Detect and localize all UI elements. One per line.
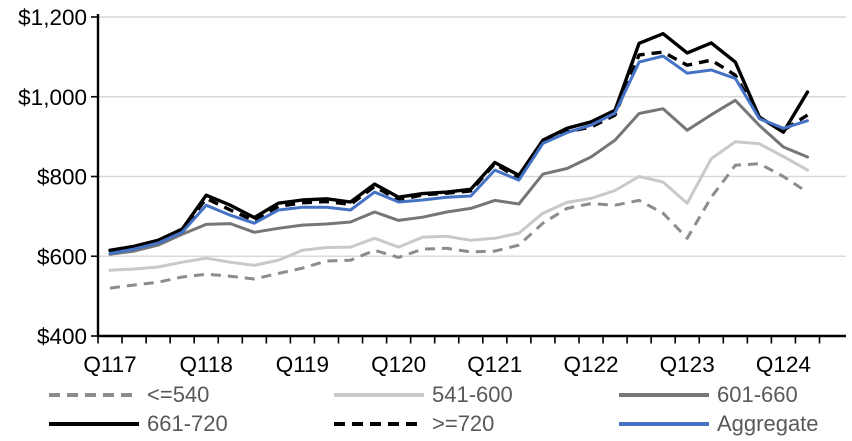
legend-swatch-aggregate	[619, 422, 709, 426]
legend-label: >=720	[432, 411, 495, 436]
legend-item-ge-720: >=720	[333, 411, 494, 437]
legend-swatch-ge-720	[334, 422, 424, 426]
legend-swatch-601-660	[619, 393, 709, 397]
legend-swatch-le-540	[49, 393, 139, 397]
y-axis-label: $600	[37, 244, 87, 269]
legend-swatch-661-720	[49, 422, 139, 426]
y-axis-label: $1,200	[18, 5, 87, 30]
x-axis-label: Q118	[180, 352, 233, 377]
legend-label: 661-720	[147, 411, 228, 436]
y-axis-label: $800	[37, 165, 87, 190]
legend-item-aggregate: Aggregate	[618, 411, 819, 437]
series-line-ge-720	[109, 50, 809, 254]
legend-item-le-540: <=540	[48, 382, 209, 408]
x-axis-label: Q123	[660, 352, 715, 377]
y-axis-label: $400	[37, 324, 87, 349]
legend-swatch-541-600	[334, 393, 424, 397]
x-axis-label: Q120	[371, 352, 426, 377]
legend-item-661-720: 661-720	[48, 411, 228, 437]
legend-item-541-600: 541-600	[333, 382, 513, 408]
x-axis-label: Q117	[83, 352, 136, 377]
x-axis-label: Q121	[467, 352, 522, 377]
series-line-541-600	[108, 140, 809, 272]
legend-label: Aggregate	[717, 411, 819, 436]
legend-label: 541-600	[432, 382, 513, 407]
series-line-601-660	[108, 98, 809, 256]
x-axis-label: Q124	[756, 352, 811, 377]
series-line-aggregate	[108, 54, 809, 255]
legend-label: 601-660	[717, 382, 798, 407]
series-line-le-540	[109, 162, 809, 290]
series-line-661-720	[108, 32, 810, 253]
y-axis-label: $1,000	[18, 85, 87, 110]
legend-item-601-660: 601-660	[618, 382, 798, 408]
x-axis-label: Q122	[563, 352, 618, 377]
legend-label: <=540	[147, 382, 210, 407]
x-axis-label: Q119	[276, 352, 329, 377]
